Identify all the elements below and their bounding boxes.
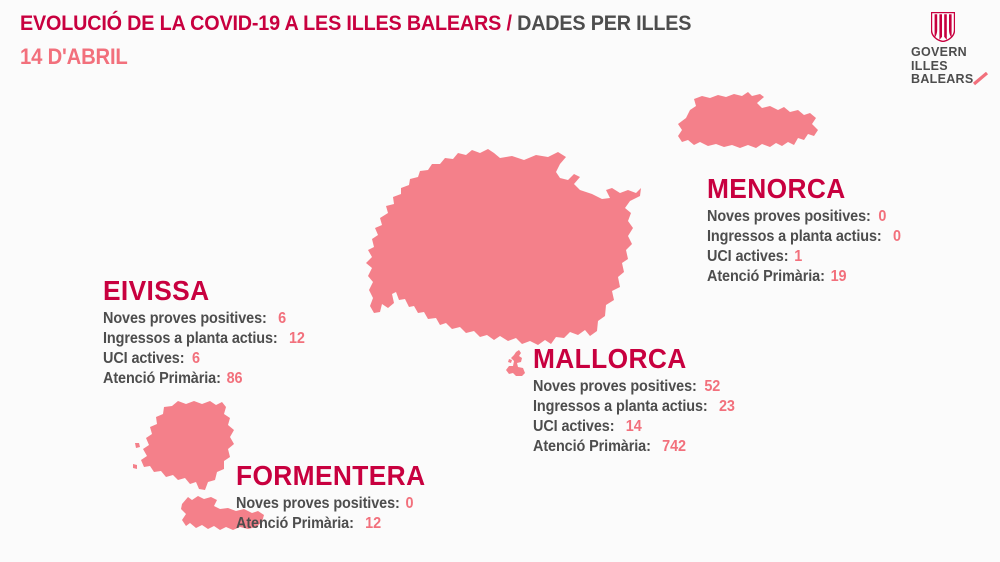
stat-value: 86	[226, 370, 243, 387]
stat-row: Atenció Primària: 19	[707, 267, 901, 287]
stat-label: Ingressos a planta actius:	[103, 330, 278, 347]
stat-row: UCI actives: 14	[533, 417, 735, 437]
logo-wordmark: GOVERN ILLES BALEARS	[900, 45, 989, 87]
logo-line-balears: BALEARS	[911, 72, 974, 86]
stat-value: 12	[365, 515, 382, 532]
island-block-eivissa: EIVISSA Noves proves positives: 6 Ingres…	[103, 276, 320, 389]
stat-label: Atenció Primària:	[533, 438, 651, 455]
stat-label: Ingressos a planta actius:	[707, 228, 882, 245]
stat-label: Noves proves positives:	[533, 378, 697, 395]
logo-line-govern: GOVERN	[911, 45, 967, 59]
stat-label: UCI actives:	[707, 248, 789, 265]
stat-row: Atenció Primària: 86	[103, 369, 305, 389]
stat-value: 742	[662, 438, 686, 455]
island-block-menorca: MENORCA Noves proves positives: 0 Ingres…	[707, 174, 916, 287]
stat-value: 12	[289, 330, 305, 347]
stat-value: 1	[794, 248, 803, 265]
govern-illes-balears-logo: GOVERN ILLES BALEARS	[900, 12, 989, 88]
island-block-mallorca: MALLORCA Noves proves positives: 52 Ingr…	[533, 344, 750, 457]
eivissa-island-shape	[141, 401, 234, 490]
page-title-separator: /	[501, 11, 518, 35]
stat-label: Ingressos a planta actius:	[533, 398, 708, 415]
stat-row: UCI actives: 1	[707, 247, 901, 267]
stat-row: Noves proves positives: 0	[236, 494, 423, 514]
stat-row: Ingressos a planta actius: 23	[533, 397, 735, 417]
stat-row: Noves proves positives: 52	[533, 377, 735, 397]
stat-row: Atenció Primària: 742	[533, 437, 735, 457]
stat-value: 6	[278, 310, 287, 327]
stat-label: Atenció Primària:	[236, 515, 354, 532]
island-name-mallorca: MALLORCA	[533, 343, 687, 374]
island-name-formentera: FORMENTERA	[236, 460, 426, 491]
island-block-formentera: FORMENTERA Noves proves positives: 0 Ate…	[236, 461, 438, 534]
cabrera-island-shape	[506, 350, 525, 376]
stat-row: UCI actives: 6	[103, 349, 305, 369]
cabrera-islet-shape	[508, 359, 512, 363]
stat-value: 23	[719, 398, 735, 415]
stat-row: Ingressos a planta actius: 0	[707, 227, 901, 247]
logo-line-illes: ILLES	[911, 58, 948, 73]
stat-label: UCI actives:	[103, 350, 185, 367]
page-title-sub: DADES PER ILLES	[517, 11, 692, 35]
logo-slash-icon	[972, 71, 989, 85]
menorca-island-shape	[678, 92, 818, 148]
stat-value: 0	[878, 208, 887, 225]
eivissa-islet-shape-2	[133, 464, 137, 469]
eivissa-islet-shape	[135, 443, 140, 448]
stat-value: 14	[625, 418, 642, 435]
stat-value: 6	[192, 350, 200, 367]
stat-row: Noves proves positives: 6	[103, 309, 305, 329]
stat-row: Ingressos a planta actius: 12	[103, 329, 305, 349]
stat-label: Atenció Primària:	[707, 268, 825, 285]
island-name-eivissa: EIVISSA	[103, 275, 210, 306]
stat-row: Noves proves positives: 0	[707, 207, 901, 227]
report-date: 14 D'ABRIL	[20, 44, 128, 69]
island-name-menorca: MENORCA	[707, 173, 846, 204]
mallorca-island-shape	[366, 149, 641, 345]
stat-label: Noves proves positives:	[707, 208, 871, 225]
stat-value: 19	[830, 268, 847, 285]
stat-label: Noves proves positives:	[236, 495, 400, 512]
stat-value: 52	[704, 378, 721, 395]
stat-value: 0	[405, 495, 414, 512]
stat-row: Atenció Primària: 12	[236, 514, 423, 534]
stat-label: Noves proves positives:	[103, 310, 267, 327]
stat-value: 0	[893, 228, 901, 245]
stat-label: UCI actives:	[533, 418, 615, 435]
shield-icon	[931, 12, 955, 42]
page-title: EVOLUCIÓ DE LA COVID-19 A LES ILLES BALE…	[20, 11, 691, 36]
page-title-main: EVOLUCIÓ DE LA COVID-19 A LES ILLES BALE…	[20, 11, 502, 35]
stat-label: Atenció Primària:	[103, 370, 221, 387]
